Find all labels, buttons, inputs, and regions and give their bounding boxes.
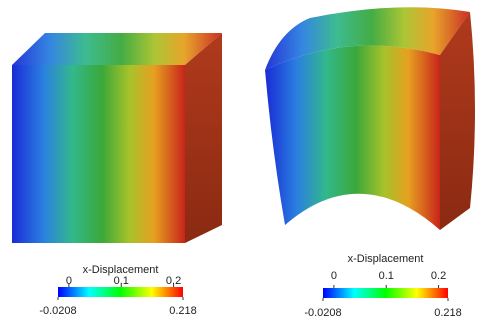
tick-label: 0 — [331, 270, 337, 282]
colorbar-title: x-Displacement — [348, 253, 424, 265]
tick-label: 0.2 — [431, 270, 446, 282]
deformed-shape — [265, 7, 475, 230]
colorbar — [323, 288, 448, 298]
range-label: 0.218 — [434, 307, 462, 319]
tick-label: 0.1 — [379, 270, 394, 282]
tick-label: 0.1 — [114, 275, 129, 287]
tick-label: 0 — [66, 275, 72, 287]
cube-top — [12, 33, 222, 65]
shape-front — [265, 45, 440, 230]
range-label: -0.0208 — [304, 307, 341, 319]
range-label: -0.0208 — [39, 305, 76, 317]
cube-front — [12, 65, 185, 243]
figure: x-Displacement00.10.2-0.02080.218x-Displ… — [0, 0, 493, 324]
cube — [12, 33, 222, 243]
cube-side — [185, 33, 222, 243]
range-label: 0.218 — [169, 305, 197, 317]
colorbar — [58, 287, 183, 297]
tick-label: 0.2 — [166, 275, 181, 287]
